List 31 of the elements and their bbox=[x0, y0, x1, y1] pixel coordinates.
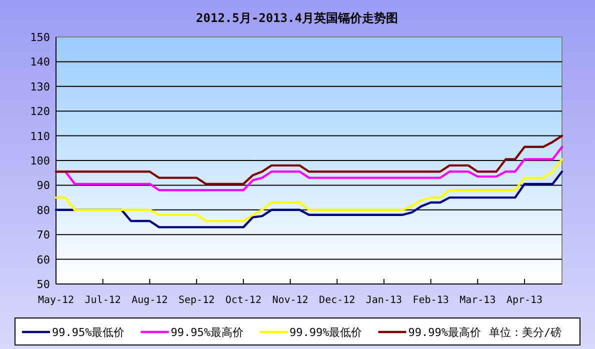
x-tick-label: Jul-12 bbox=[84, 295, 121, 306]
y-tick-label: 110 bbox=[30, 130, 50, 143]
y-tick-label: 70 bbox=[36, 228, 50, 242]
chart-title: 2012.5月-2013.4月英国镉价走势图 bbox=[196, 11, 398, 25]
x-tick-label: Aug-12 bbox=[132, 295, 168, 306]
line-series bbox=[54, 158, 564, 222]
y-tick-label: 50 bbox=[36, 278, 50, 291]
line-series bbox=[54, 170, 564, 228]
legend-label: 99.95%最高价 bbox=[170, 326, 244, 339]
x-tick-label: Feb-13 bbox=[412, 295, 449, 306]
legend-label: 99.99%最高价 bbox=[408, 326, 481, 339]
y-tick-label: 100 bbox=[30, 154, 50, 168]
y-tick-label: 120 bbox=[30, 105, 50, 118]
y-tick-label: 80 bbox=[36, 204, 50, 217]
x-tick-label: Apr-13 bbox=[506, 295, 543, 306]
y-tick-label: 140 bbox=[30, 56, 50, 69]
x-tick-label: May-12 bbox=[38, 295, 74, 306]
line-series bbox=[54, 134, 564, 186]
legend-label: 99.99%最低价 bbox=[290, 326, 362, 339]
x-tick-label: Oct-12 bbox=[225, 295, 262, 306]
x-tick-label: Jan-13 bbox=[366, 295, 402, 306]
x-tick-label: Sep-12 bbox=[178, 295, 215, 306]
x-tick-label: Dec-12 bbox=[319, 295, 356, 306]
x-tick-label: Nov-12 bbox=[272, 295, 308, 306]
y-tick-label: 130 bbox=[30, 80, 50, 94]
y-tick-label: 90 bbox=[36, 179, 50, 192]
x-tick-label: Mar-13 bbox=[460, 295, 496, 306]
legend-label: 99.95%最低价 bbox=[52, 326, 125, 339]
y-tick-label: 60 bbox=[36, 253, 50, 266]
y-tick-label: 150 bbox=[30, 31, 50, 44]
text: 单位：美分/磅 bbox=[489, 326, 562, 339]
